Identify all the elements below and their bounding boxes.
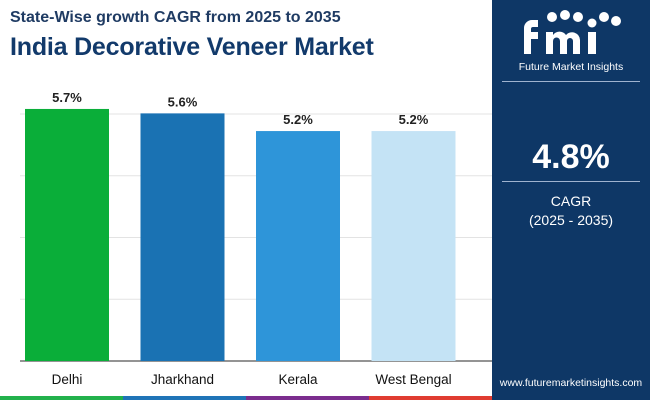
- data-label: 5.6%: [168, 94, 198, 109]
- strip-segment-purple: [246, 396, 369, 400]
- logo-text: Future Market Insights: [518, 61, 624, 73]
- chart-area: 5.7% Delhi 5.6% Jharkhand 5.2% Kerala 5.2% West…: [0, 76, 492, 400]
- data-label: 5.2%: [399, 112, 429, 127]
- bar-jharkhand: [140, 113, 225, 361]
- bar-west-bengal: [371, 131, 456, 361]
- bar-delhi: [25, 108, 109, 361]
- strip-segment-red: [369, 396, 492, 400]
- bar-chart: 5.7% Delhi 5.6% Jharkhand 5.2% Kerala 5.2% West…: [20, 90, 492, 387]
- sidebar-panel: Future Market Insights 4.8% CAGR (2025 -…: [492, 0, 650, 400]
- chart-title: India Decorative Veneer Market: [10, 33, 374, 61]
- strip-segment-green: [0, 396, 123, 400]
- x-tick-label: Delhi: [52, 372, 83, 387]
- data-label: 5.7%: [52, 90, 82, 105]
- bottom-color-strip: [0, 396, 492, 400]
- website-url: www.futuremarketinsights.com: [499, 377, 643, 389]
- bar-kerala: [256, 131, 340, 361]
- divider-line: [502, 81, 640, 82]
- cagr-period: (2025 - 2035): [528, 212, 614, 228]
- x-tick-label: Kerala: [278, 372, 318, 387]
- cagr-label: CAGR: [550, 193, 592, 209]
- strip-segment-blue: [123, 396, 246, 400]
- data-label: 5.2%: [283, 112, 313, 127]
- x-tick-label: West Bengal: [375, 372, 451, 387]
- x-tick-label: Jharkhand: [151, 372, 214, 387]
- chart-subtitle: State-Wise growth CAGR from 2025 to 2035: [10, 9, 341, 26]
- cagr-value: 4.8%: [532, 138, 610, 176]
- chart-header: State-Wise growth CAGR from 2025 to 2035…: [0, 0, 492, 76]
- divider-line: [502, 181, 640, 182]
- fmi-logo-icon: Future Market Insights: [492, 6, 650, 73]
